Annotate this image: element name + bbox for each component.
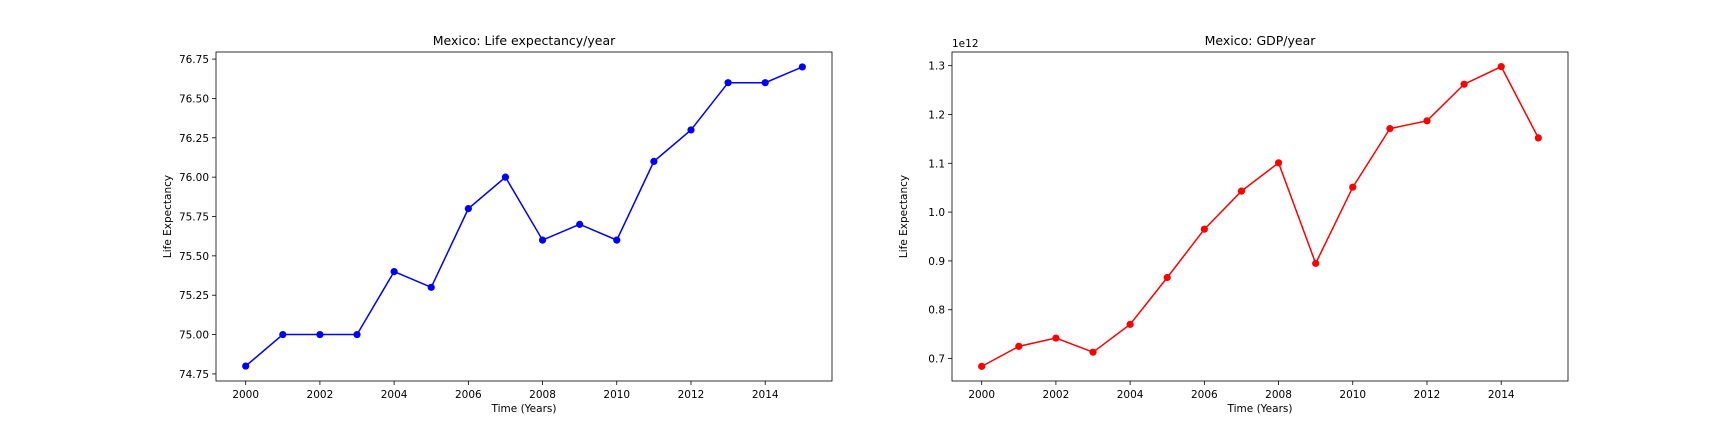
life-expectancy-y-tick-label: 76.00	[179, 172, 209, 184]
gdp-y-axis-label: Life Expectancy	[898, 175, 910, 258]
gdp-y-tick-label: 0.8	[928, 305, 945, 317]
life-expectancy-y-tick-label: 76.25	[179, 133, 209, 145]
gdp-data-point	[1089, 348, 1097, 356]
life-expectancy-x-tick-label: 2008	[529, 389, 556, 401]
gdp-x-tick-label: 2010	[1339, 389, 1366, 401]
gdp-data-point	[1126, 320, 1134, 328]
gdp-series-line	[981, 65, 1539, 368]
life-expectancy-y-tick-label: 75.75	[179, 212, 209, 224]
life-expectancy-chart: 2000 2002 2004 2006 2008 2010 2012 2014 74.75 75.…	[162, 33, 833, 415]
life-expectancy-data-point	[464, 205, 472, 213]
gdp-data-point	[1200, 225, 1208, 233]
gdp-data-point	[1274, 159, 1283, 167]
gdp-data-point	[1237, 187, 1246, 195]
life-expectancy-y-tick-label: 75.50	[179, 251, 209, 263]
life-expectancy-data-point	[501, 173, 510, 181]
gdp-x-tick-label: 2014	[1488, 389, 1515, 401]
gdp-data-point	[1423, 117, 1431, 125]
life-expectancy-data-point	[279, 330, 287, 339]
life-expectancy-x-axis-label: Time (Years)	[491, 403, 557, 415]
gdp-y-tick-label: 1.2	[928, 109, 945, 121]
gdp-data-point	[1497, 63, 1505, 71]
gdp-x-tick-label: 2000	[968, 389, 995, 401]
life-expectancy-data-point	[798, 63, 806, 71]
life-expectancy-data-point	[724, 79, 732, 87]
gdp-x-tick-label: 2002	[1043, 389, 1070, 401]
gdp-plot-frame	[951, 51, 1569, 382]
gdp-data-point	[978, 362, 986, 370]
gdp-x-tick-label: 2006	[1191, 389, 1218, 401]
gdp-data-point	[1015, 342, 1023, 350]
gdp-data-point	[1349, 183, 1357, 191]
life-expectancy-y-tick-label: 76.75	[179, 54, 209, 66]
life-expectancy-data-point	[390, 267, 398, 276]
life-expectancy-data-point	[427, 283, 435, 291]
life-expectancy-y-tick-label: 76.50	[179, 93, 209, 105]
life-expectancy-x-tick-label: 2002	[307, 389, 334, 401]
gdp-y-tick-label: 1.0	[928, 207, 945, 219]
gdp-y-scale-label: 1e12	[952, 38, 979, 50]
gdp-y-tick-label: 0.9	[928, 256, 945, 268]
life-expectancy-x-tick-label: 2006	[455, 389, 482, 401]
life-expectancy-plot-frame	[215, 51, 833, 382]
gdp-data-point	[1163, 273, 1171, 282]
gdp-x-tick-label: 2012	[1414, 389, 1441, 401]
life-expectancy-data-point	[316, 330, 324, 339]
gdp-x-tick-label: 2008	[1265, 389, 1292, 401]
life-expectancy-y-tick-label: 74.75	[179, 369, 209, 381]
gdp-y-tick-label: 0.7	[928, 354, 945, 366]
gdp-x-tick-label: 2004	[1117, 389, 1144, 401]
life-expectancy-x-tick-label: 2010	[603, 389, 630, 401]
life-expectancy-series-line	[245, 66, 803, 367]
life-expectancy-x-tick-label: 2004	[381, 389, 408, 401]
gdp-chart: 2000 2002 2004 2006 2008 2010 2012 2014 0.7 0.8 0.…	[898, 33, 1569, 415]
gdp-chart-title: Mexico: GDP/year	[1205, 33, 1317, 48]
life-expectancy-y-axis-label: Life Expectancy	[162, 175, 174, 258]
life-expectancy-y-tick-label: 75.00	[179, 330, 209, 342]
life-expectancy-data-point	[761, 79, 769, 87]
life-expectancy-x-tick-label: 2012	[678, 389, 705, 401]
life-expectancy-data-point	[242, 362, 250, 370]
life-expectancy-data-point	[650, 157, 658, 166]
life-expectancy-data-point	[687, 126, 695, 134]
life-expectancy-x-tick-label: 2000	[232, 389, 259, 401]
life-expectancy-y-tick-label: 75.25	[179, 290, 209, 302]
gdp-data-point	[1460, 80, 1468, 88]
gdp-x-axis-label: Time (Years)	[1227, 403, 1293, 415]
life-expectancy-data-point	[576, 220, 584, 228]
gdp-y-tick-label: 1.3	[928, 61, 945, 73]
gdp-data-point	[1386, 125, 1394, 133]
gdp-data-point	[1534, 134, 1542, 142]
life-expectancy-data-point	[613, 236, 621, 244]
life-expectancy-chart-title: Mexico: Life expectancy/year	[433, 33, 616, 48]
life-expectancy-x-tick-label: 2014	[752, 389, 779, 401]
gdp-data-point	[1312, 259, 1320, 267]
gdp-y-tick-label: 1.1	[928, 158, 945, 170]
life-expectancy-data-point	[538, 236, 547, 244]
gdp-data-point	[1052, 334, 1060, 342]
life-expectancy-data-point	[353, 330, 361, 339]
